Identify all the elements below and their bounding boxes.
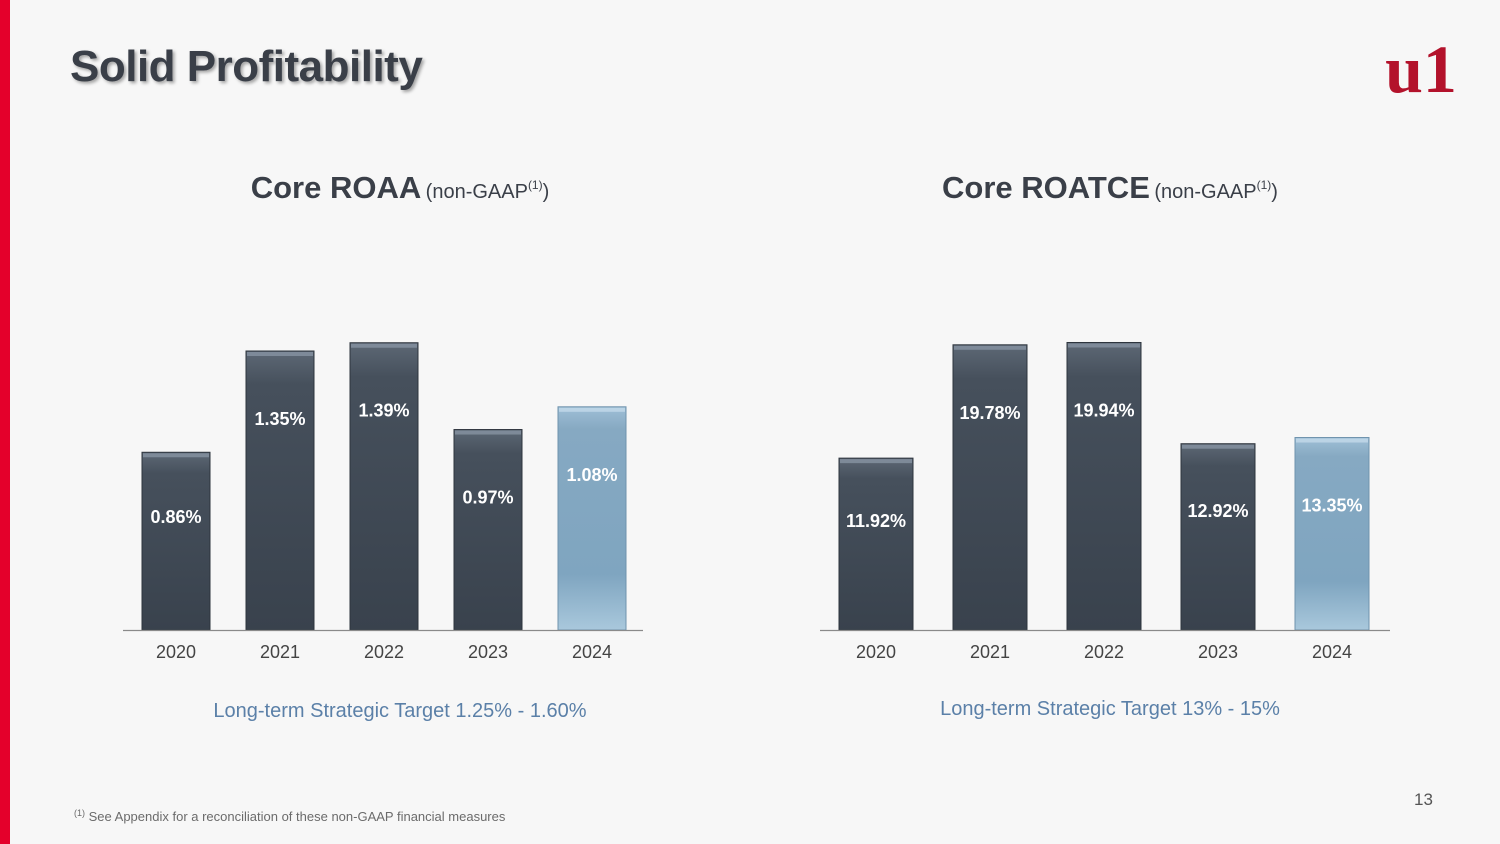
footnote-marker: (1) [74, 808, 85, 818]
chart-title-qualifier-text: (non-GAAP [425, 181, 528, 203]
bar-2023 [1180, 443, 1256, 631]
chart-title-qualifier-text: (non-GAAP [1154, 181, 1257, 203]
chart-title-footnote-marker: (1) [1256, 178, 1272, 192]
data-label: 0.97% [462, 488, 513, 508]
bar-bevel [559, 407, 625, 412]
accent-bar [0, 0, 10, 844]
data-label: 1.35% [254, 409, 305, 429]
bar-2021 [245, 350, 315, 631]
bar-bevel [143, 453, 209, 458]
chart-title: Core ROAA (non-GAAP(1)) [60, 170, 740, 206]
data-label: 1.39% [358, 401, 409, 421]
page-number: 13 [1414, 790, 1433, 809]
x-tick-label: 2022 [1084, 642, 1124, 662]
chart-title-main: Core ROAA [250, 170, 422, 205]
x-tick-label: 2024 [1312, 642, 1352, 662]
bar-2021 [952, 344, 1028, 631]
chart-title-footnote-marker: (1) [527, 178, 543, 192]
x-tick-label: 2021 [970, 642, 1010, 662]
data-label: 0.86% [150, 507, 201, 527]
bar-bevel [247, 352, 313, 356]
company-logo: u1 [1385, 40, 1457, 98]
x-tick-label: 2024 [572, 642, 612, 662]
strategic-target-note: Long-term Strategic Target 1.25% - 1.60% [213, 700, 587, 722]
bar-bevel [455, 430, 521, 435]
chart-title-qualifier: (non-GAAP(1)) [425, 178, 550, 203]
bar-2024 [1294, 437, 1370, 631]
x-tick-label: 2021 [260, 642, 300, 662]
data-label: 19.94% [1073, 400, 1134, 420]
data-label: 12.92% [1187, 501, 1248, 521]
x-tick-label: 2023 [468, 642, 508, 662]
chart-title-qualifier: (non-GAAP(1)) [1154, 178, 1278, 203]
data-label: 13.35% [1301, 496, 1362, 516]
bar-2022 [1066, 341, 1142, 631]
x-tick-label: 2023 [1198, 642, 1238, 662]
bar-bevel [1068, 343, 1140, 348]
data-label: 1.08% [566, 465, 617, 485]
bar-bevel [1182, 444, 1254, 449]
chart-title-main: Core ROATCE [942, 170, 1150, 205]
chart-title-qualifier-close: ) [542, 181, 550, 203]
bar-bevel [954, 345, 1026, 350]
chart-title: Core ROATCE (non-GAAP(1)) [760, 170, 1460, 206]
footnote-text: See Appendix for a reconciliation of the… [88, 809, 506, 824]
strategic-target-note: Long-term Strategic Target 13% - 15% [940, 698, 1280, 720]
bar-bevel [351, 343, 417, 348]
data-label: 11.92% [846, 511, 906, 531]
bar-bevel [840, 459, 912, 464]
x-tick-label: 2020 [856, 642, 896, 662]
bar-2022 [349, 342, 419, 631]
x-tick-label: 2022 [364, 642, 404, 662]
data-label: 19.78% [959, 403, 1020, 423]
bar-2023 [453, 429, 523, 631]
logo-text: u1 [1385, 40, 1457, 98]
x-tick-label: 2020 [156, 642, 196, 662]
bar-bevel [1296, 438, 1368, 443]
bar-2020 [141, 451, 211, 631]
slide-title: Solid Profitability [70, 42, 423, 91]
chart-title-qualifier-close: ) [1271, 181, 1278, 203]
chart-core-roaa-svg: 0.86% 2020 1.35% 2021 1.39% 2022 0.97% 2023 1.08… [123, 342, 643, 662]
bar-2024 [557, 406, 627, 631]
chart-core-roatce-svg: 11.92% 2020 19.78% 2021 19.94% 2022 12.92% 2023… [820, 341, 1390, 662]
bar-2020 [838, 457, 914, 631]
footnote: (1) See Appendix for a reconciliation of… [74, 808, 505, 824]
